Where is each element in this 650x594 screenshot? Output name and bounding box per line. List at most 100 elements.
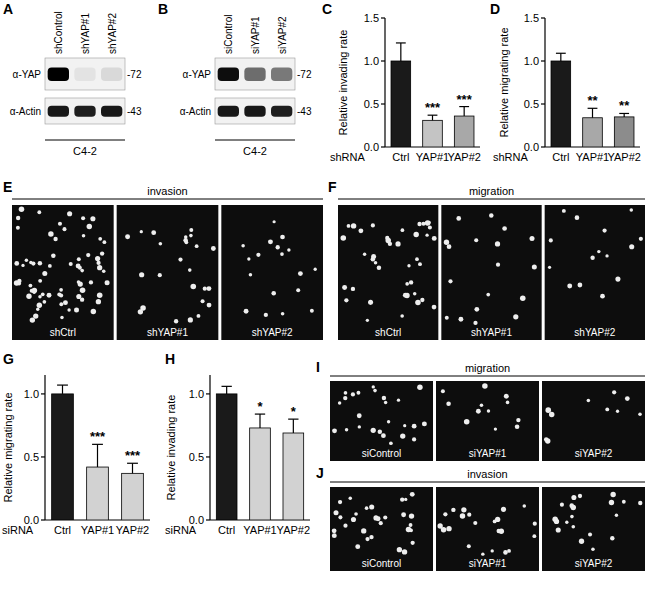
cell — [28, 284, 32, 288]
panel-title: invasion — [147, 185, 187, 197]
cell — [42, 271, 47, 276]
cell — [67, 211, 72, 216]
cell — [241, 244, 245, 248]
cell — [504, 394, 509, 399]
y-tick — [541, 17, 545, 18]
field-background — [542, 487, 645, 571]
error-bar — [588, 108, 598, 117]
cell — [206, 286, 211, 291]
cell — [487, 409, 490, 412]
cell — [273, 220, 276, 223]
cell — [249, 273, 253, 277]
cell — [57, 292, 61, 296]
cell — [378, 429, 382, 433]
cell — [444, 240, 449, 245]
cell — [125, 234, 130, 239]
field-label: shCtrl — [375, 327, 401, 338]
cell — [37, 210, 41, 214]
cell — [287, 248, 290, 251]
y-axis — [44, 375, 45, 520]
y-tick-label: 1.5 — [364, 12, 379, 24]
cell — [638, 412, 642, 416]
cell — [97, 293, 103, 299]
error-bar — [222, 386, 232, 394]
field-background — [542, 381, 645, 461]
band — [74, 106, 95, 117]
cell — [638, 501, 642, 505]
field-label: siYAP#2 — [575, 448, 613, 459]
cell — [530, 236, 535, 241]
cell — [495, 241, 500, 246]
x-tick-label: Ctrl — [552, 151, 569, 163]
cell — [609, 500, 614, 505]
field-label: siYAP#1 — [469, 558, 507, 569]
cell — [474, 238, 478, 242]
title-rule — [330, 376, 645, 377]
bar — [614, 117, 634, 147]
cell — [47, 293, 52, 298]
band — [244, 68, 265, 81]
cell — [81, 216, 85, 220]
cell — [343, 396, 347, 400]
cell — [361, 528, 366, 533]
cell — [376, 516, 381, 521]
y-tick-label: 1.0 — [364, 55, 379, 67]
cell — [105, 280, 110, 285]
significance: ** — [619, 98, 630, 113]
lane-label: siYAP#2 — [277, 16, 288, 54]
lane-label: shYAP#2 — [107, 13, 118, 54]
x-axis-label: shRNA — [330, 151, 366, 163]
cell — [409, 529, 413, 533]
size-marker: -72 — [297, 69, 312, 80]
field-background — [221, 205, 323, 340]
cell — [369, 504, 374, 509]
field-label: shCtrl — [50, 327, 76, 338]
field — [545, 205, 645, 340]
field-label: siControl — [362, 448, 401, 459]
y-tick — [206, 519, 210, 520]
field-label: siYAP#2 — [575, 558, 613, 569]
cell — [211, 246, 216, 251]
y-tick — [41, 519, 45, 520]
cell — [43, 300, 47, 304]
field — [436, 381, 539, 461]
cell — [461, 507, 466, 512]
plot-area — [216, 386, 303, 520]
y-tick-label: 0.5 — [524, 98, 539, 110]
title-rule — [12, 199, 323, 200]
cell — [445, 316, 449, 320]
cell — [591, 547, 595, 551]
cell — [467, 513, 471, 517]
y-tick — [381, 103, 385, 104]
cell — [178, 257, 182, 261]
field — [338, 205, 438, 340]
error-bar — [396, 43, 406, 61]
cell — [158, 273, 162, 277]
cell — [347, 224, 351, 228]
cell — [501, 507, 506, 512]
band — [218, 68, 239, 81]
cell — [447, 244, 452, 249]
cell — [102, 269, 106, 273]
panel-letter: D — [490, 1, 500, 17]
lane-label: shControl — [53, 11, 64, 54]
y-tick-label: 1.0 — [24, 388, 39, 400]
y-tick-label: 1.5 — [524, 12, 539, 24]
cell — [405, 282, 409, 286]
significance: * — [257, 399, 263, 414]
y-tick — [541, 60, 545, 61]
cell — [90, 216, 95, 221]
cell — [409, 513, 414, 518]
cell — [597, 250, 600, 253]
cell — [605, 254, 608, 257]
cell — [356, 391, 360, 395]
field — [330, 487, 433, 571]
panel-letter: J — [316, 465, 324, 481]
cell — [244, 309, 249, 314]
cell — [372, 385, 375, 388]
plot-area — [551, 53, 634, 147]
cell — [616, 410, 619, 413]
cell — [62, 227, 66, 231]
field — [117, 205, 219, 340]
field — [542, 487, 645, 571]
